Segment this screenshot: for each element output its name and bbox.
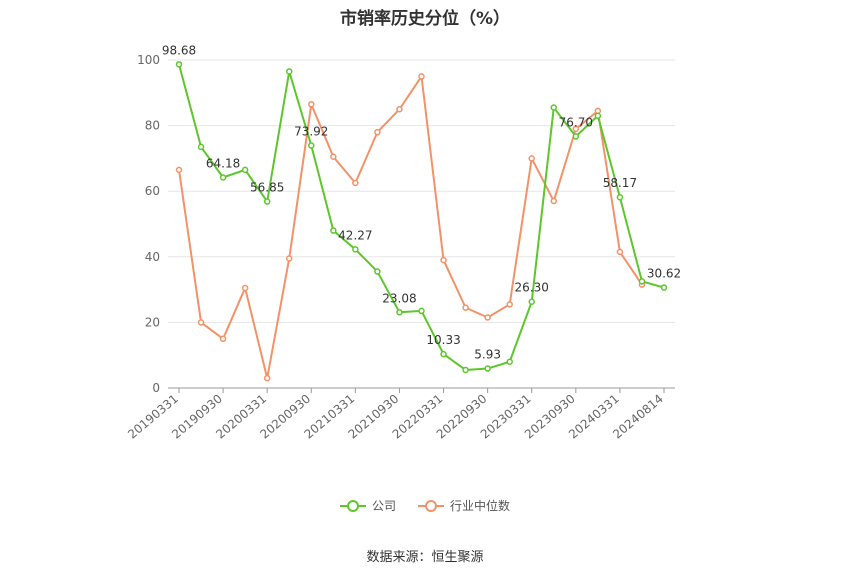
data-point-industry (484, 314, 491, 321)
data-point-industry (572, 125, 580, 133)
data-point-company (374, 268, 381, 275)
data-point-company (594, 112, 602, 120)
data-point-company (484, 365, 491, 372)
data-label: 26.30 (515, 281, 549, 295)
y-tick-label: 60 (145, 184, 160, 198)
data-point-company (572, 133, 580, 140)
data-point-industry (352, 179, 359, 187)
y-tick-label: 20 (145, 315, 160, 329)
data-point-company (175, 61, 183, 68)
data-point-company (462, 366, 469, 374)
data-point-industry (175, 166, 183, 174)
data-point-company (638, 278, 646, 285)
data-point-industry (506, 301, 513, 308)
data-point-company (352, 246, 359, 253)
data-label: 42.27 (338, 228, 372, 242)
data-point-company (550, 104, 558, 111)
data-point-company (506, 358, 513, 366)
data-label: 23.08 (382, 291, 416, 305)
data-point-industry (219, 335, 227, 343)
data-point-company (308, 142, 315, 149)
data-label: 30.62 (647, 267, 681, 281)
y-tick-label: 0 (152, 381, 160, 395)
data-point-industry (396, 105, 403, 113)
data-point-industry (241, 284, 249, 292)
data-label: 98.68 (162, 43, 196, 57)
data-point-company (396, 309, 403, 316)
series-line-industry (178, 75, 643, 380)
series-line-company (178, 64, 665, 371)
data-point-industry (550, 197, 558, 205)
data-point-industry (374, 128, 381, 136)
data-point-company (440, 350, 447, 358)
data-point-company (241, 166, 249, 174)
data-point-company (528, 298, 535, 305)
legend: 公司 行业中位数 (0, 497, 850, 514)
data-point-company (660, 284, 668, 291)
data-point-industry (308, 101, 315, 108)
data-label: 64.18 (206, 156, 240, 170)
legend-item-company[interactable]: 公司 (339, 497, 396, 514)
data-label: 58.17 (603, 176, 637, 190)
data-point-industry (285, 255, 293, 262)
data-point-industry (197, 319, 205, 326)
data-point-industry (263, 374, 271, 382)
data-label: 73.92 (294, 125, 328, 139)
data-point-industry (418, 73, 425, 80)
legend-swatch-industry (418, 499, 444, 513)
chart-title: 市销率历史分位（%） (339, 9, 511, 29)
data-point-company (330, 227, 337, 234)
data-point-industry (528, 155, 535, 162)
y-tick-label: 80 (145, 119, 160, 133)
data-point-industry (616, 248, 624, 256)
data-point-company (263, 198, 271, 205)
line-chart: 0204060801002019033120190930202003312020… (125, 43, 681, 441)
data-label: 56.85 (250, 181, 284, 195)
legend-item-industry[interactable]: 行业中位数 (418, 497, 510, 514)
data-point-company (418, 307, 425, 315)
data-label: 76.70 (559, 115, 593, 129)
legend-swatch-company (339, 499, 366, 513)
data-point-company (285, 68, 293, 75)
legend-label-industry: 行业中位数 (450, 499, 511, 513)
data-source: 数据来源：恒生聚源 (366, 550, 484, 565)
data-point-industry (462, 304, 469, 311)
data-point-industry (330, 153, 337, 161)
data-label: 5.93 (474, 348, 501, 362)
data-point-industry (440, 256, 447, 264)
data-label: 10.33 (426, 333, 460, 347)
data-point-company (197, 143, 205, 151)
data-point-company (219, 174, 227, 181)
legend-label-company: 公司 (371, 499, 396, 513)
y-tick-label: 100 (137, 53, 160, 67)
data-point-company (616, 193, 624, 201)
y-tick-label: 40 (145, 250, 160, 264)
